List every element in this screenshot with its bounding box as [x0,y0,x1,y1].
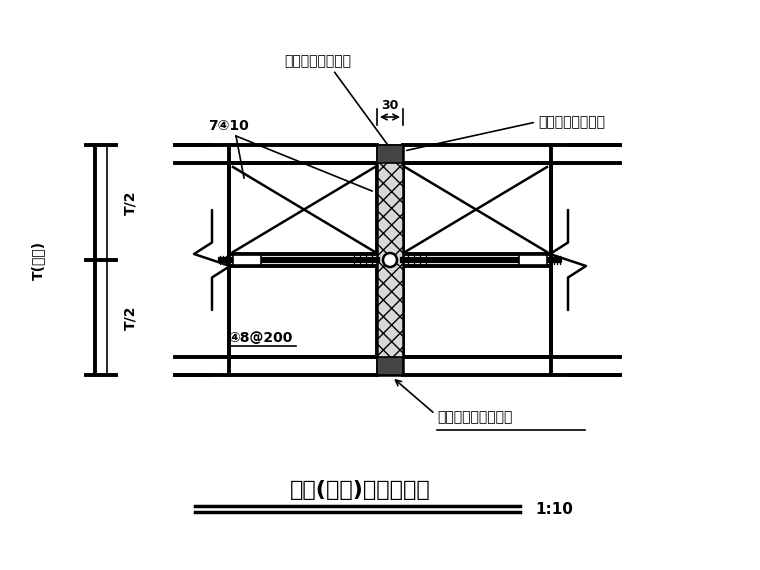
Text: 底板(顶板)变形缝详图: 底板(顶板)变形缝详图 [290,480,430,500]
Bar [377,145,403,375]
Bar [229,163,377,254]
Text: 聚乙烯发泡填缝板: 聚乙烯发泡填缝板 [284,54,351,68]
Bar [229,266,377,357]
Text: 底板时该处无密封胶: 底板时该处无密封胶 [437,410,512,424]
Text: 30: 30 [382,99,399,112]
Text: 1:10: 1:10 [535,502,573,516]
Text: ④8@200: ④8@200 [228,331,293,345]
Bar [377,357,403,375]
Text: 双组份聚硫密封胶: 双组份聚硫密封胶 [538,115,605,129]
Text: 7④10: 7④10 [208,119,249,133]
Bar [403,266,551,357]
Bar [233,255,261,265]
Text: T/2: T/2 [123,306,137,330]
Bar [519,255,547,265]
Bar [403,163,551,254]
Text: T/2: T/2 [123,190,137,215]
Text: T(板厚): T(板厚) [31,241,45,279]
Bar [377,145,403,163]
Circle shape [383,253,397,267]
